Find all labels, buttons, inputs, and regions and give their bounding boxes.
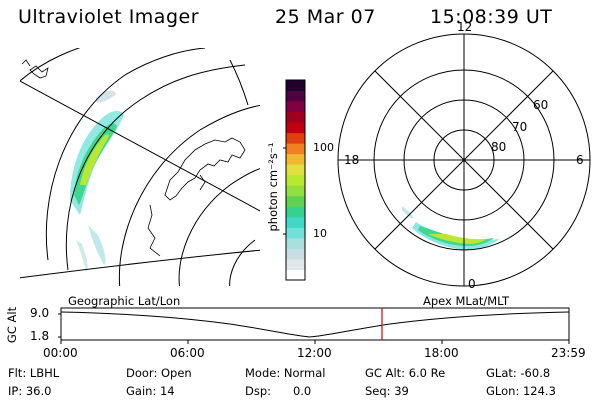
mode-value: Mode: Normal xyxy=(245,366,326,380)
colorbar-stripe xyxy=(286,216,305,228)
colorbar-stripe xyxy=(286,258,305,270)
aurora-geo xyxy=(70,90,124,272)
aurora-polar xyxy=(402,206,500,250)
polar-axis-d2 xyxy=(374,70,554,250)
colorbar-stripe xyxy=(286,248,305,260)
gc-alt-value: GC Alt: 6.0 Re xyxy=(365,366,446,380)
door-value: Door: Open xyxy=(126,366,192,380)
colorbar-stripe xyxy=(286,237,305,249)
mlt-label-0: 0 xyxy=(468,277,476,291)
cbar-label-100: 100 xyxy=(313,141,334,154)
colorbar-stripe xyxy=(286,101,305,113)
colorbar-stripe xyxy=(286,195,305,207)
glat-value: GLat: -60.8 xyxy=(486,366,551,380)
mlt-label-6: 6 xyxy=(576,153,584,167)
mlt-label-18: 18 xyxy=(344,153,360,167)
colorbar xyxy=(283,79,306,281)
lat-label-60: 60 xyxy=(533,98,549,112)
glon-value: GLon: 124.3 xyxy=(486,384,556,398)
apex-map-label: Apex MLat/MLT xyxy=(423,294,510,308)
colorbar-stripe xyxy=(286,174,305,186)
colorbar-stripe xyxy=(286,206,305,218)
alt-plot xyxy=(58,307,570,344)
alt-curve xyxy=(60,311,570,338)
colorbar-stripe xyxy=(286,90,305,102)
alt-axis-label: GC Alt xyxy=(5,306,19,344)
x-tick-1200: 12:00 xyxy=(297,346,332,360)
polar-plot xyxy=(337,33,591,287)
x-tick-1800: 18:00 xyxy=(424,346,459,360)
colorbar-stripe xyxy=(286,153,305,165)
colorbar-stripe xyxy=(286,111,305,123)
cbar-unit-label: photon cm⁻²s⁻¹ xyxy=(266,142,280,232)
cbar-label-10: 10 xyxy=(313,227,327,240)
colorbar-stripe xyxy=(286,185,305,197)
alt-tick-top: 9.0 xyxy=(30,306,50,320)
lat-label-70: 70 xyxy=(512,120,528,134)
mlt-label-12: 12 xyxy=(457,20,473,34)
seq-value: Seq: 39 xyxy=(365,384,409,398)
dsp-value: Dsp: 0.0 xyxy=(245,384,312,398)
x-tick-0000: 00:00 xyxy=(43,346,78,360)
gain-value: Gain: 14 xyxy=(126,384,175,398)
filter-value: Flt: LBHL xyxy=(8,366,60,380)
colorbar-stripe xyxy=(286,122,305,134)
colorbar-stripe xyxy=(286,143,305,155)
geo-grid xyxy=(20,48,260,286)
colorbar-stripe xyxy=(286,80,305,92)
coastlines xyxy=(21,59,246,257)
colorbar-stripe xyxy=(286,227,305,239)
x-tick-0600: 06:00 xyxy=(170,346,205,360)
ip-value: IP: 36.0 xyxy=(8,384,52,398)
colorbar-stripe xyxy=(286,269,305,281)
alt-tick-bottom: 1.8 xyxy=(30,329,50,343)
date-label: 25 Mar 07 xyxy=(275,6,376,28)
time-label: 15:08:39 UT xyxy=(430,6,553,28)
x-tick-2359: 23:59 xyxy=(551,346,586,360)
lat-label-80: 80 xyxy=(491,140,507,154)
geo-map-label: Geographic Lat/Lon xyxy=(68,294,181,308)
colorbar-stripe xyxy=(286,164,305,176)
app-title: Ultraviolet Imager xyxy=(18,6,200,28)
geographic-map xyxy=(20,48,260,286)
colorbar-stripe xyxy=(286,132,305,144)
